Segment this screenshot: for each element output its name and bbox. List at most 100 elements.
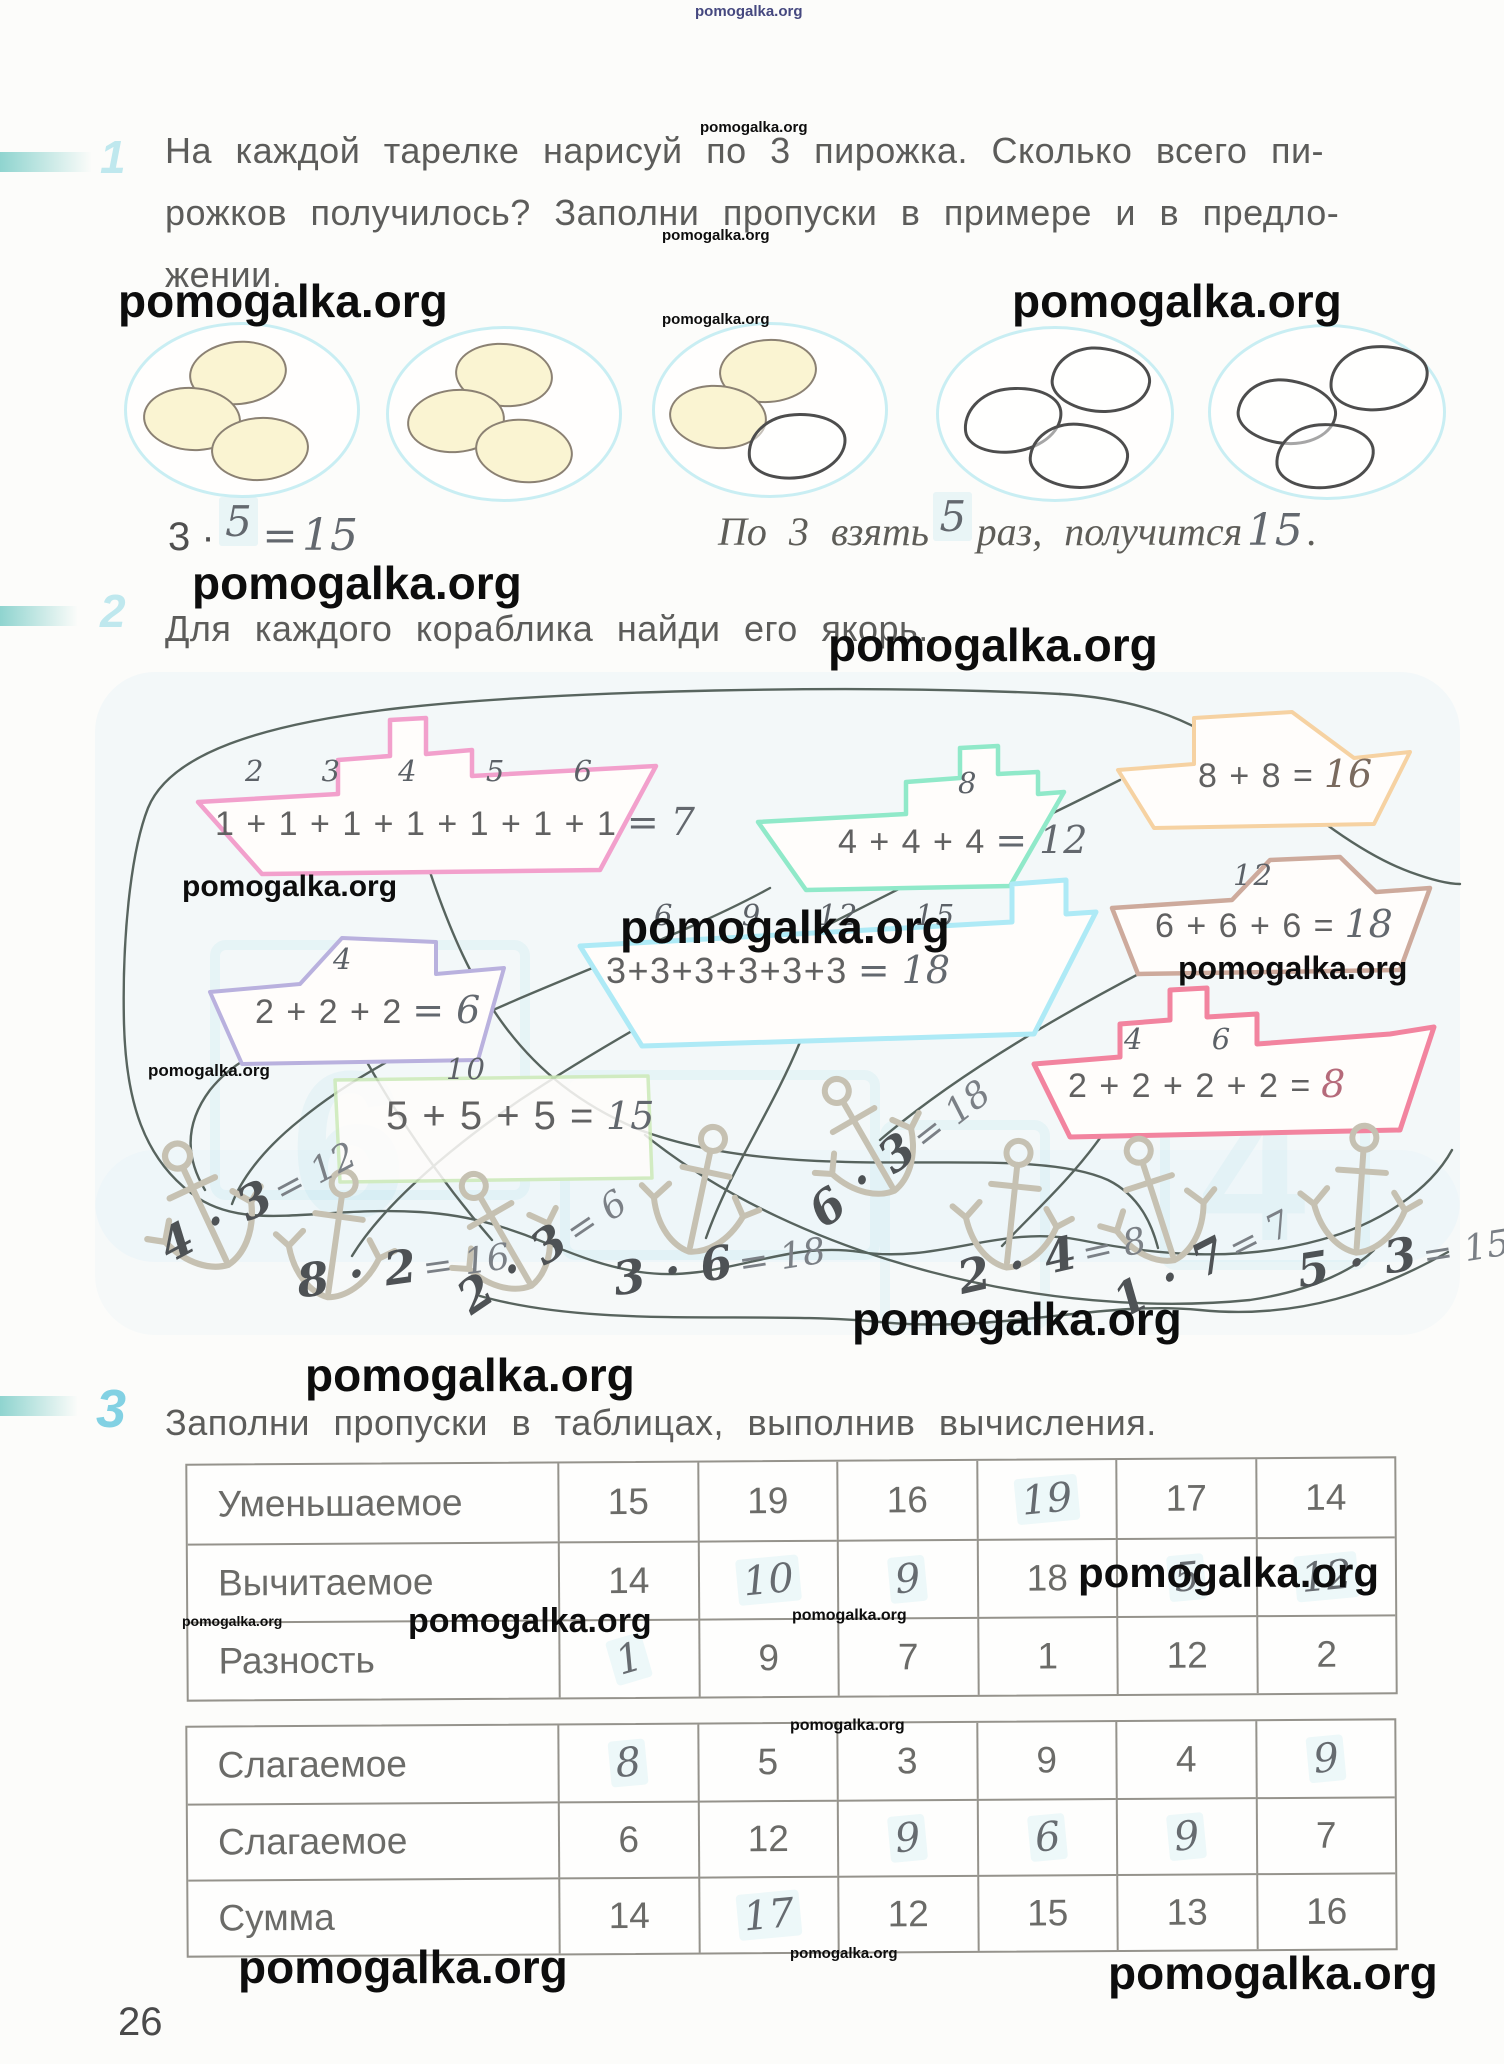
plate-2 [386, 326, 622, 502]
table-cell[interactable]: 19 [975, 1460, 1116, 1539]
handwritten-sum[interactable]: = 18 [857, 948, 951, 992]
table-cell: 3 [836, 1722, 977, 1800]
table-cell: 13 [1116, 1873, 1257, 1951]
sentence-part1: По 3 взять [718, 509, 930, 554]
handwritten-factor[interactable]: 5 [219, 497, 258, 546]
sentence-with-blanks: По 3 взять 5 раз, получится 15 . [718, 492, 1317, 556]
handwritten-sum[interactable]: 15 [606, 1094, 655, 1138]
watermark: pomogalka.org [695, 3, 803, 20]
table-cell: 14 [1254, 1458, 1395, 1538]
table-cell: 6 [557, 1800, 698, 1878]
handwritten-counting: 4 6 [1124, 1022, 1233, 1056]
table-cell: 7 [837, 1616, 978, 1696]
table-cell[interactable]: 9 [1115, 1797, 1256, 1875]
handwritten-counting: 2 3 4 5 6 [245, 754, 595, 788]
table-cell: 5 [696, 1723, 837, 1801]
table-cell: 15 [976, 1874, 1117, 1951]
hand-drawn-pie [1047, 341, 1155, 419]
boat-equation-3: 8 + 8 = 16 [1198, 752, 1373, 796]
task3-number: 3 [96, 1379, 127, 1439]
watermark: pomogalka.org [1178, 950, 1408, 986]
handwritten-sum[interactable]: = 7 [626, 800, 695, 844]
table-cell: 9 [697, 1617, 838, 1697]
handwritten-sum[interactable]: = 6 [412, 988, 481, 1032]
watermark: pomogalka.org [1078, 1549, 1380, 1596]
handwritten-sum[interactable]: 16 [1323, 752, 1373, 796]
handwritten-product[interactable]: 15 [301, 510, 358, 561]
scene-wash [95, 1150, 1460, 1335]
watermark: pomogalka.org [192, 557, 522, 609]
task1-number: 1 [100, 131, 126, 183]
table-cell[interactable]: 9 [836, 1798, 977, 1876]
watermark: pomogalka.org [828, 619, 1158, 671]
watermark: pomogalka.org [620, 901, 950, 953]
task3-text: Заполни пропуски в таблицах, выполнив вы… [165, 1402, 1157, 1443]
handwritten-total[interactable]: 15 [1246, 505, 1303, 556]
table-cell: 16 [836, 1460, 977, 1540]
table-cell[interactable]: 9 [836, 1538, 977, 1618]
row-label: Слагаемое [217, 1743, 407, 1786]
handwritten-counting: 10 [446, 1052, 487, 1086]
boat-shapes [195, 710, 1437, 1184]
watermark: pomogalka.org [852, 1293, 1182, 1345]
task1-text-line1: На каждой тарелке нарисуй по 3 пирожка. … [165, 130, 1325, 171]
row-label: Слагаемое [187, 1801, 559, 1880]
table-cell: 14 [558, 1876, 699, 1954]
watermark: pomogalka.org [700, 119, 808, 136]
row-label: Уменьшаемое [217, 1482, 463, 1525]
watermark: pomogalka.org [305, 1349, 635, 1401]
watermark: pomogalka.org [182, 870, 398, 903]
table-cell: 17 [1115, 1459, 1256, 1539]
boat-equation-8: 10 5 + 5 + 5 = 15 [386, 1052, 655, 1138]
multiplication-example: 3 · 5 = 15 [168, 497, 358, 561]
table-cell: 16 [1255, 1872, 1396, 1950]
boat-equation-6: 12 6 + 6 + 6 = 18 [1155, 858, 1393, 946]
table-cell: 1 [976, 1616, 1117, 1695]
boat-equation-4: 4 2 + 2 + 2 = 6 [255, 942, 481, 1032]
boats-and-anchors-drawing [0, 687, 1462, 1326]
handwritten-sum[interactable]: 18 [1344, 902, 1393, 946]
margin-accent-bar [0, 606, 78, 626]
plate-4 [936, 326, 1174, 502]
handwritten-counting: 4 [333, 942, 354, 976]
table-cell: 19 [696, 1461, 837, 1541]
hand-drawn-pie [1326, 340, 1432, 416]
table-cell: 12 [837, 1874, 978, 1952]
plate-3 [652, 322, 888, 498]
pencil-outline [122, 687, 1462, 1326]
margin-accent-bar [0, 152, 92, 172]
printed-factor: 3 · [168, 515, 215, 559]
table-cell[interactable]: 6 [976, 1798, 1117, 1875]
watermark: pomogalka.org [118, 275, 448, 327]
table-cell: 9 [975, 1722, 1116, 1799]
handwritten-counting: 12 [1233, 858, 1274, 892]
table-cell[interactable]: 8 [557, 1724, 698, 1802]
handwritten-equals: = [262, 511, 298, 560]
watermark: pomogalka.org [790, 1717, 905, 1734]
handwritten-sum[interactable]: = 12 [995, 818, 1088, 862]
table-cell: 15 [557, 1462, 698, 1542]
table-cell: 12 [1116, 1615, 1257, 1695]
boat-equation-7: 4 6 2 + 2 + 2 + 2 = 8 [1068, 1022, 1346, 1106]
boat-equation-1: 2 3 4 5 6 1 + 1 + 1 + 1 + 1 + 1 + 1 = 7 [215, 754, 695, 844]
addition-table: Слагаемое 8 5 3 9 4 9 Слагаемое 6 12 9 6… [185, 1718, 1398, 1958]
table-cell: 12 [697, 1799, 838, 1877]
handwritten-times[interactable]: 5 [933, 492, 973, 541]
table-cell: 4 [1115, 1721, 1256, 1799]
plate-1 [124, 322, 360, 498]
task1-text-line2: рожков получилось? Заполни пропуски в пр… [165, 192, 1340, 233]
sentence-part2: раз, получится [976, 509, 1243, 554]
watermark: pomogalka.org [790, 1945, 898, 1962]
table-cell[interactable]: 17 [697, 1875, 838, 1953]
table-cell: 7 [1255, 1796, 1396, 1874]
watermark: pomogalka.org [662, 311, 770, 328]
watermark: pomogalka.org [238, 1941, 568, 1993]
handwritten-sum[interactable]: 8 [1321, 1062, 1346, 1106]
watermark: pomogalka.org [662, 227, 770, 244]
watermark: pomogalka.org [1108, 1947, 1438, 1999]
boat-equation-2: 8 4 + 4 + 4 = 12 [838, 766, 1088, 862]
task1-text-line3: жении. [165, 254, 283, 295]
table-cell[interactable]: 9 [1254, 1720, 1395, 1798]
watermark: pomogalka.org [148, 1061, 270, 1080]
